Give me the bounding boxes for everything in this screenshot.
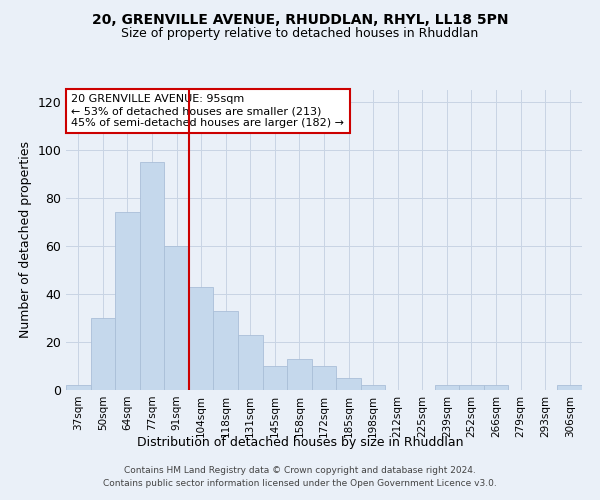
Bar — [263, 366, 287, 390]
Bar — [189, 287, 214, 390]
Bar — [557, 385, 582, 390]
Bar — [459, 385, 484, 390]
Text: 20 GRENVILLE AVENUE: 95sqm
← 53% of detached houses are smaller (213)
45% of sem: 20 GRENVILLE AVENUE: 95sqm ← 53% of deta… — [71, 94, 344, 128]
Text: Size of property relative to detached houses in Rhuddlan: Size of property relative to detached ho… — [121, 28, 479, 40]
Bar — [115, 212, 140, 390]
Bar — [140, 162, 164, 390]
Bar — [238, 335, 263, 390]
Bar — [361, 385, 385, 390]
Bar — [214, 311, 238, 390]
Bar — [336, 378, 361, 390]
Text: Contains HM Land Registry data © Crown copyright and database right 2024.
Contai: Contains HM Land Registry data © Crown c… — [103, 466, 497, 487]
Text: 20, GRENVILLE AVENUE, RHUDDLAN, RHYL, LL18 5PN: 20, GRENVILLE AVENUE, RHUDDLAN, RHYL, LL… — [92, 12, 508, 26]
Bar — [66, 385, 91, 390]
Bar — [312, 366, 336, 390]
Y-axis label: Number of detached properties: Number of detached properties — [19, 142, 32, 338]
Bar — [91, 318, 115, 390]
Bar — [287, 359, 312, 390]
Bar — [164, 246, 189, 390]
Text: Distribution of detached houses by size in Rhuddlan: Distribution of detached houses by size … — [137, 436, 463, 449]
Bar — [434, 385, 459, 390]
Bar — [484, 385, 508, 390]
